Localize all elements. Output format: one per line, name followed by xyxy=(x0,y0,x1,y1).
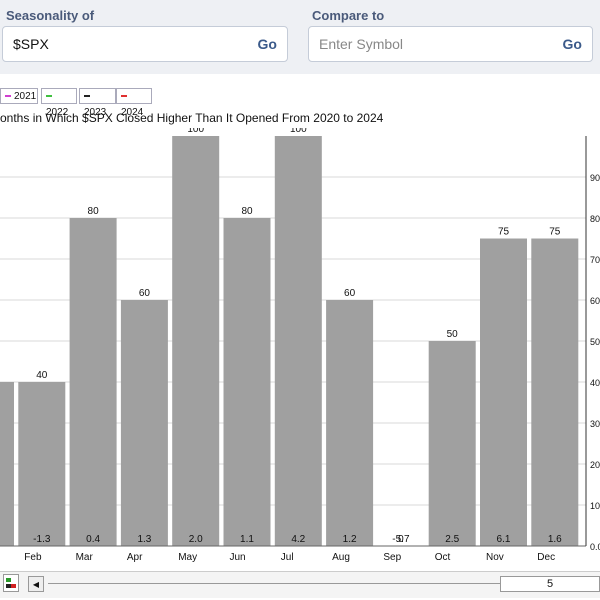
bar-value-label: 0 xyxy=(398,534,404,545)
x-tick-label: Dec xyxy=(537,552,555,563)
y-tick-label: 70 xyxy=(590,255,600,265)
bar-jan xyxy=(0,382,14,546)
avg-change-label: -5.7 xyxy=(392,534,410,545)
legend-item-2024[interactable]: 2024 xyxy=(116,88,152,118)
avg-change-label: 0.4 xyxy=(86,534,100,545)
y-tick-label: 50 xyxy=(590,337,600,347)
x-tick-label: Feb xyxy=(24,552,42,563)
bar-value-label: 60 xyxy=(344,288,356,299)
bar-value-label: 100 xyxy=(290,128,307,135)
legend-label-2024: 2024 xyxy=(121,107,144,118)
legend-label-2022: 2022 xyxy=(46,107,69,118)
avg-change-label: 1.6 xyxy=(548,534,562,545)
scroll-track[interactable] xyxy=(48,583,500,584)
bar-jun xyxy=(223,218,271,546)
y-tick-label: 10 xyxy=(590,501,600,511)
avg-change-label: 1.3 xyxy=(137,534,151,545)
x-tick-label: Jul xyxy=(281,552,294,563)
x-tick-label: Apr xyxy=(127,552,143,563)
avg-change-label: 2.5 xyxy=(445,534,459,545)
bar-value-label: 75 xyxy=(549,227,561,238)
legend-label-2023: 2023 xyxy=(84,107,107,118)
bar-nov xyxy=(480,238,527,546)
bar-value-label: 80 xyxy=(241,206,253,217)
bar-may xyxy=(172,136,220,546)
y-tick-label: 80 xyxy=(590,214,600,224)
scroll-left-button[interactable]: ◀ xyxy=(28,576,44,592)
symbol-panel: Seasonality of $SPX Go Compare to Enter … xyxy=(0,0,600,74)
legend-swatch-2023 xyxy=(84,95,90,98)
avg-change-label: 6.1 xyxy=(497,534,511,545)
scroll-thumb[interactable]: 5 xyxy=(500,576,600,592)
bar-apr xyxy=(120,300,168,546)
bar-value-label: 80 xyxy=(88,206,100,217)
avg-change-label: 4.2 xyxy=(291,534,305,545)
compare-go-button[interactable]: Go xyxy=(562,36,582,52)
legend-swatch-2021 xyxy=(5,95,11,98)
avg-change-label: 1.2 xyxy=(343,534,357,545)
avg-change-label: 2.0 xyxy=(189,534,203,545)
y-tick-label: 30 xyxy=(590,419,600,429)
x-tick-label: May xyxy=(178,552,197,563)
compare-input[interactable]: Enter Symbol Go xyxy=(308,26,593,62)
y-tick-label: 20 xyxy=(590,460,600,470)
y-tick-label: 90 xyxy=(590,173,600,183)
y-tick-label: 60 xyxy=(590,296,600,306)
seasonality-label: Seasonality of xyxy=(6,8,95,23)
x-tick-label: Mar xyxy=(76,552,94,563)
y-tick-label: 0.0 xyxy=(590,542,600,552)
seasonality-go-button[interactable]: Go xyxy=(257,36,277,52)
bar-value-label: 75 xyxy=(498,227,510,238)
chart-settings-icon[interactable] xyxy=(3,574,19,592)
bar-dec xyxy=(531,238,579,546)
seasonality-bar-chart: 40-1.3Feb800.4Mar601.3Apr1002.0May801.1J… xyxy=(0,128,600,563)
bar-value-label: 60 xyxy=(139,288,151,299)
compare-input-placeholder: Enter Symbol xyxy=(319,36,404,52)
bar-oct xyxy=(428,341,476,546)
seasonality-input-value: $SPX xyxy=(13,36,49,52)
x-tick-label: Aug xyxy=(332,552,350,563)
legend-item-2021[interactable]: 2021 xyxy=(0,88,38,104)
bar-value-label: 100 xyxy=(187,128,204,135)
bar-jul xyxy=(274,136,322,546)
x-tick-label: Sep xyxy=(383,552,401,563)
bar-aug xyxy=(326,300,374,546)
x-tick-label: Jun xyxy=(230,552,246,563)
compare-label: Compare to xyxy=(312,8,385,23)
bar-feb xyxy=(18,382,66,546)
seasonality-input[interactable]: $SPX Go xyxy=(2,26,288,62)
y-tick-label: 40 xyxy=(590,378,600,388)
legend-label-2021: 2021 xyxy=(14,91,37,102)
chart-title: onths in Which $SPX Closed Higher Than I… xyxy=(0,111,384,125)
avg-change-label: -1.3 xyxy=(33,534,51,545)
bar-value-label: 40 xyxy=(36,370,48,381)
legend-swatch-2024 xyxy=(121,95,127,98)
x-tick-label: Nov xyxy=(486,552,504,563)
legend-item-2022[interactable]: 2022 xyxy=(41,88,77,118)
x-tick-label: Oct xyxy=(435,552,451,563)
bar-mar xyxy=(69,218,117,546)
bar-value-label: 50 xyxy=(447,329,459,340)
legend-item-2023[interactable]: 2023 xyxy=(79,88,116,118)
legend-swatch-2022 xyxy=(46,95,52,98)
avg-change-label: 1.1 xyxy=(240,534,254,545)
